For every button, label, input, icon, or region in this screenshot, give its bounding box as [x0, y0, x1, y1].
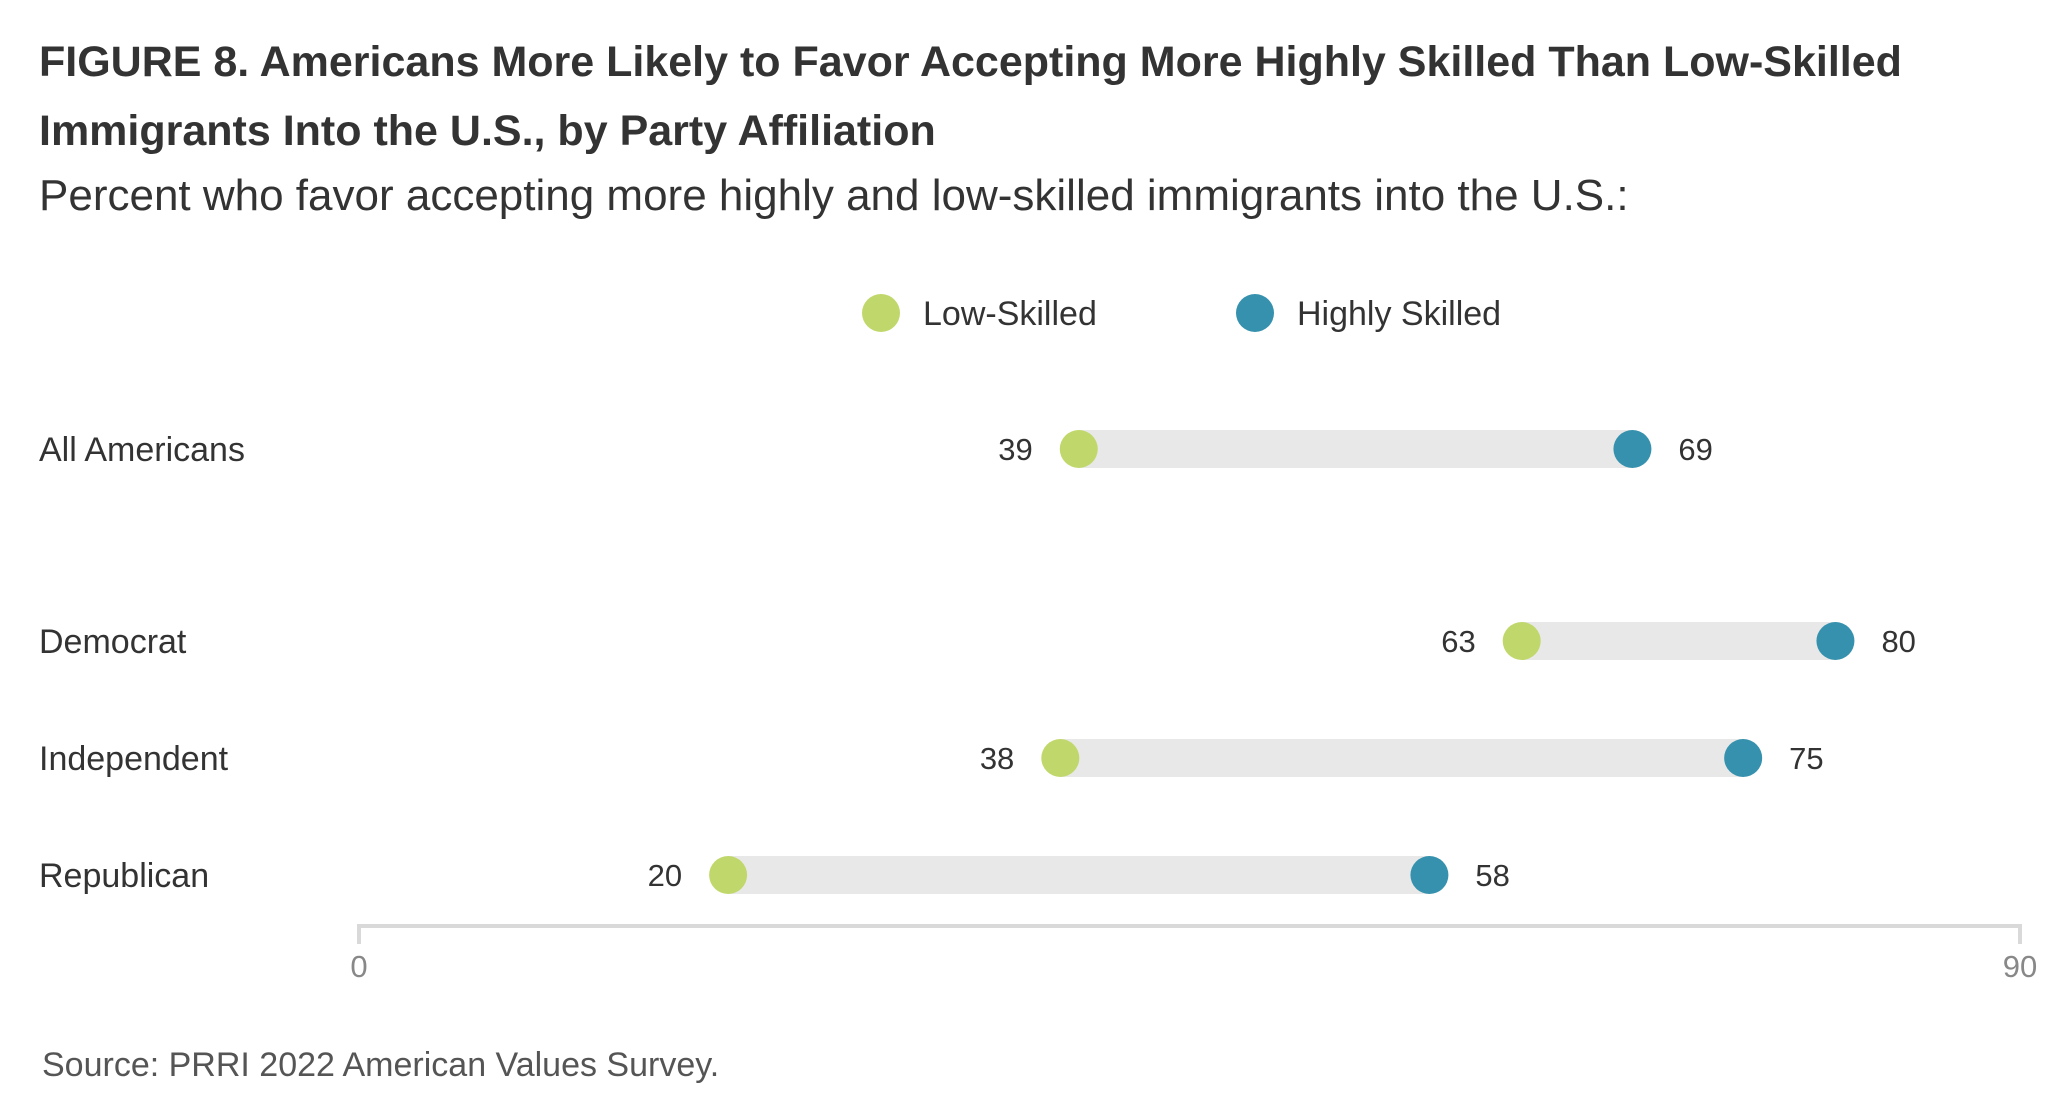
low-skilled-value: 63 [1441, 624, 1475, 659]
chart-subtitle: Percent who favor accepting more highly … [39, 171, 1629, 220]
low-skilled-dot [1041, 739, 1080, 777]
low-skilled-value: 38 [980, 741, 1014, 776]
highly-skilled-value: 80 [1881, 624, 1915, 659]
highly-skilled-dot [1410, 856, 1449, 894]
category-label: Democrat [39, 623, 187, 661]
axis-tick-label: 90 [2003, 949, 2037, 984]
category-label: Independent [39, 740, 229, 778]
chart-title: FIGURE 8. Americans More Likely to Favor… [39, 38, 1902, 155]
highly-skilled-value: 58 [1475, 858, 1509, 893]
range-bar [1521, 622, 1836, 660]
axis-tick-label: 0 [350, 949, 367, 984]
low-skilled-dot [709, 856, 748, 894]
low-skilled-value: 20 [648, 858, 682, 893]
highly-skilled-value: 69 [1678, 432, 1712, 467]
chart-rows: All Americans 39 69 Democrat 63 80 Independent… [39, 430, 1916, 895]
row-0: All Americans 39 69 [39, 430, 1713, 469]
category-label: Republican [39, 857, 209, 895]
legend-label-1: Highly Skilled [1297, 295, 1501, 333]
highly-skilled-dot [1724, 739, 1763, 777]
range-bar [1060, 739, 1744, 777]
row-1: Democrat 63 80 [39, 622, 1916, 661]
range-bar [728, 856, 1430, 894]
highly-skilled-dot [1613, 430, 1652, 468]
legend-swatch-0 [862, 294, 900, 332]
low-skilled-dot [1059, 430, 1098, 468]
chart-legend: Low-Skilled Highly Skilled [862, 294, 1501, 333]
source-note: Source: PRRI 2022 American Values Survey… [42, 1046, 720, 1084]
legend-swatch-1 [1236, 294, 1274, 332]
highly-skilled-dot [1816, 622, 1855, 660]
highly-skilled-value: 75 [1789, 741, 1823, 776]
legend-label-0: Low-Skilled [923, 295, 1097, 333]
row-3: Republican 20 58 [39, 856, 1510, 895]
low-skilled-dot [1502, 622, 1541, 660]
low-skilled-value: 39 [998, 432, 1032, 467]
category-label: All Americans [39, 431, 245, 469]
x-axis: 0 90 [350, 924, 2037, 984]
row-2: Independent 38 75 [39, 739, 1824, 778]
range-bar [1078, 430, 1633, 468]
